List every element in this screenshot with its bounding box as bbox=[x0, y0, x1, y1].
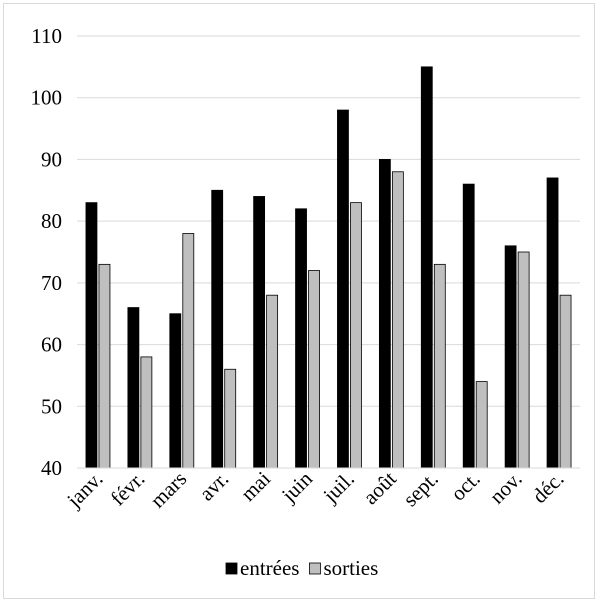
legend-swatch bbox=[225, 562, 238, 575]
bar-entrees bbox=[378, 159, 391, 469]
bar-sorties bbox=[140, 356, 153, 469]
x-tick-label: nov. bbox=[485, 467, 527, 509]
y-tick-label: 40 bbox=[41, 456, 62, 480]
y-axis-tick-labels: 40 50 60 70 80 90 100 110 bbox=[31, 24, 63, 480]
bar-sorties bbox=[308, 270, 320, 469]
x-tick-label: mai bbox=[236, 466, 275, 505]
y-tick-label: 60 bbox=[41, 333, 62, 357]
bar-entrees bbox=[169, 313, 182, 469]
bar-entrees bbox=[85, 202, 98, 469]
legend-label: entrées bbox=[240, 556, 299, 580]
y-tick-label: 100 bbox=[31, 86, 63, 110]
bar-entrees bbox=[420, 66, 433, 469]
x-tick-label: oct. bbox=[446, 467, 485, 506]
bar-sorties bbox=[391, 171, 404, 469]
x-tick-label: août bbox=[358, 466, 401, 509]
bar-sorties bbox=[517, 251, 530, 469]
bars bbox=[85, 66, 572, 469]
y-tick-label: 80 bbox=[41, 209, 62, 233]
bar-entrees bbox=[295, 208, 307, 469]
x-tick-label: janv. bbox=[61, 467, 107, 513]
x-tick-label: déc. bbox=[527, 467, 568, 508]
y-tick-label: 70 bbox=[41, 271, 62, 295]
bar-entrees bbox=[337, 109, 349, 469]
legend: entrées sorties bbox=[225, 556, 378, 580]
y-tick-label: 90 bbox=[41, 147, 62, 171]
x-tick-label: juil. bbox=[318, 467, 359, 508]
bar-entrees bbox=[504, 245, 517, 469]
bar-sorties bbox=[433, 263, 446, 469]
bar-sorties bbox=[350, 202, 362, 469]
x-tick-label: juin bbox=[276, 466, 317, 507]
y-tick-label: 110 bbox=[31, 24, 62, 48]
bar-sorties bbox=[475, 381, 488, 469]
bar-sorties bbox=[559, 294, 572, 469]
bar-sorties bbox=[182, 233, 195, 469]
gridlines bbox=[77, 35, 580, 407]
bar-entrees bbox=[546, 177, 559, 469]
bar-sorties bbox=[224, 368, 237, 469]
y-tick-label: 50 bbox=[41, 394, 62, 418]
legend-label: sorties bbox=[323, 556, 378, 580]
bar-sorties bbox=[98, 263, 111, 469]
x-tick-label: févr. bbox=[106, 467, 150, 511]
x-tick-label: mars bbox=[145, 467, 191, 513]
x-tick-label: sept. bbox=[398, 467, 443, 512]
bar-sorties bbox=[266, 294, 279, 469]
bar-entrees bbox=[462, 183, 475, 469]
legend-swatch bbox=[309, 562, 321, 575]
x-tick-label: avr. bbox=[194, 467, 233, 506]
bar-entrees bbox=[253, 196, 266, 469]
bar-entrees bbox=[211, 189, 224, 469]
bar-entrees bbox=[127, 307, 140, 469]
